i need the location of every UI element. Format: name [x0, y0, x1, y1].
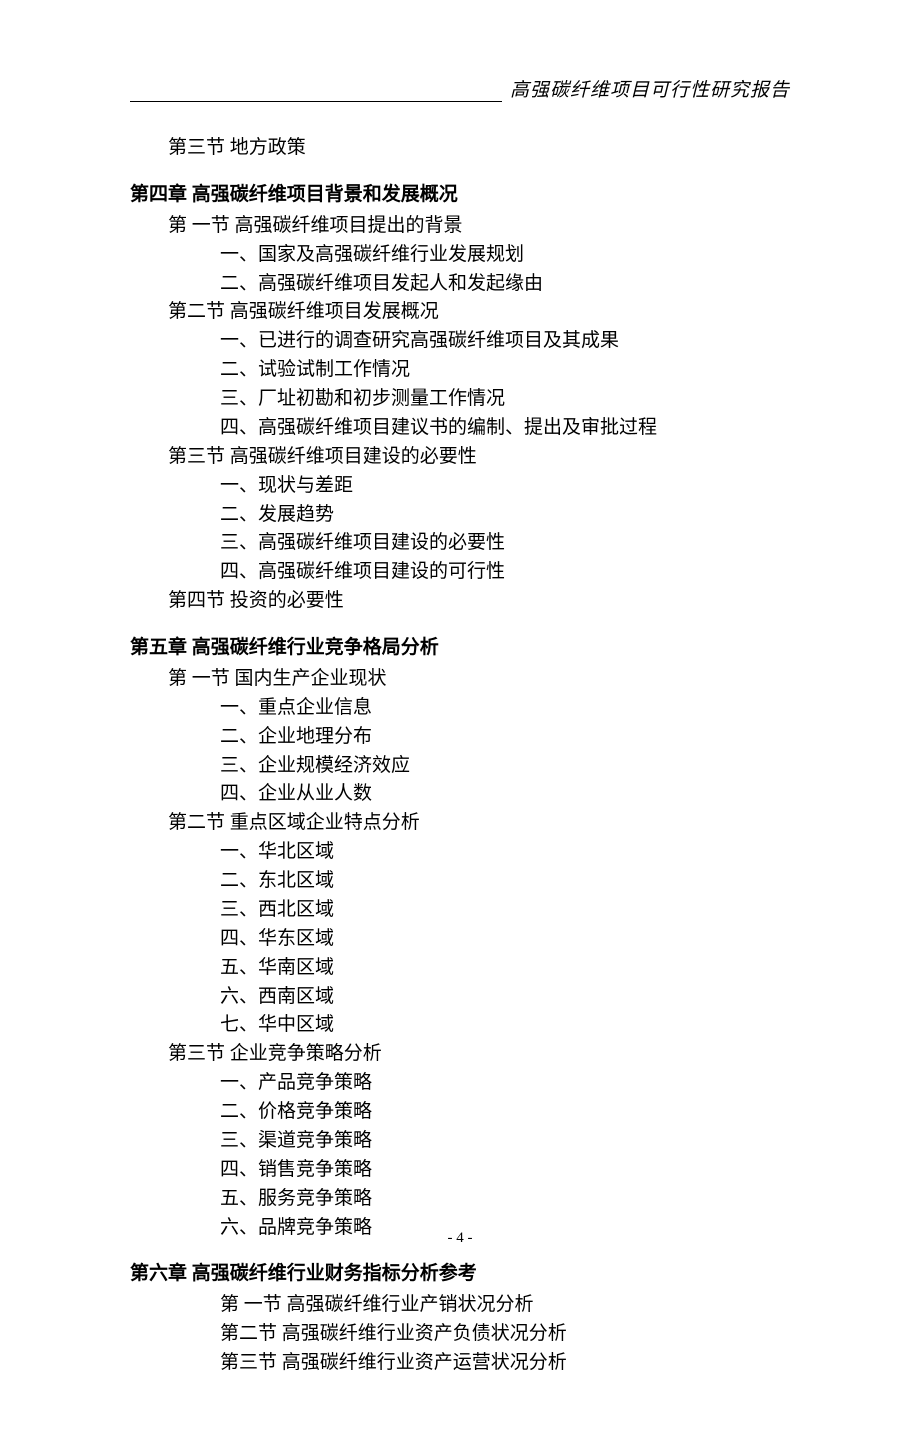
- chapter-heading: 第四章 高强碳纤维项目背景和发展概况: [130, 181, 790, 210]
- toc-line: 三、西北区域: [130, 896, 790, 925]
- toc-line: 二、发展趋势: [130, 501, 790, 530]
- toc-line: 第二节 高强碳纤维行业资产负债状况分析: [130, 1320, 790, 1349]
- toc-line: 三、企业规模经济效应: [130, 752, 790, 781]
- toc-line: 一、华北区域: [130, 838, 790, 867]
- chapter-heading: 第六章 高强碳纤维行业财务指标分析参考: [130, 1260, 790, 1289]
- toc-line: 四、华东区域: [130, 925, 790, 954]
- toc-line: 第 一节 高强碳纤维项目提出的背景: [130, 212, 790, 241]
- page-header: 高强碳纤维项目可行性研究报告: [130, 75, 790, 102]
- toc-line: 二、企业地理分布: [130, 723, 790, 752]
- toc-line: 一、已进行的调查研究高强碳纤维项目及其成果: [130, 327, 790, 356]
- toc-line: 七、华中区域: [130, 1011, 790, 1040]
- toc-line: 第四节 投资的必要性: [130, 587, 790, 616]
- toc-line: 第 一节 国内生产企业现状: [130, 665, 790, 694]
- toc-line: 三、厂址初勘和初步测量工作情况: [130, 385, 790, 414]
- toc-line: 三、渠道竞争策略: [130, 1127, 790, 1156]
- toc-line: 一、重点企业信息: [130, 694, 790, 723]
- toc-line: 二、价格竞争策略: [130, 1098, 790, 1127]
- toc-line: 四、高强碳纤维项目建设的可行性: [130, 558, 790, 587]
- toc-line: 三、高强碳纤维项目建设的必要性: [130, 529, 790, 558]
- toc-line: 四、销售竞争策略: [130, 1156, 790, 1185]
- toc-line: 第三节 地方政策: [130, 134, 790, 163]
- toc-line: 一、产品竞争策略: [130, 1069, 790, 1098]
- chapter-heading: 第五章 高强碳纤维行业竞争格局分析: [130, 634, 790, 663]
- toc-line: 二、东北区域: [130, 867, 790, 896]
- header-underline: [130, 101, 502, 102]
- page-container: 高强碳纤维项目可行性研究报告 第三节 地方政策第四章 高强碳纤维项目背景和发展概…: [0, 0, 920, 1438]
- header-title: 高强碳纤维项目可行性研究报告: [510, 75, 790, 102]
- toc-line: 四、高强碳纤维项目建议书的编制、提出及审批过程: [130, 414, 790, 443]
- toc-line: 第三节 企业竞争策略分析: [130, 1040, 790, 1069]
- toc-line: 二、试验试制工作情况: [130, 356, 790, 385]
- toc-line: 五、华南区域: [130, 954, 790, 983]
- toc-line: 第三节 高强碳纤维行业资产运营状况分析: [130, 1349, 790, 1378]
- toc-line: 第三节 高强碳纤维项目建设的必要性: [130, 443, 790, 472]
- toc-line: 六、西南区域: [130, 983, 790, 1012]
- toc-line: 一、国家及高强碳纤维行业发展规划: [130, 241, 790, 270]
- page-number: - 4 -: [0, 1230, 920, 1247]
- toc-line: 四、企业从业人数: [130, 780, 790, 809]
- document-content: 第三节 地方政策第四章 高强碳纤维项目背景和发展概况第 一节 高强碳纤维项目提出…: [130, 134, 790, 1378]
- toc-line: 二、高强碳纤维项目发起人和发起缘由: [130, 270, 790, 299]
- toc-line: 第 一节 高强碳纤维行业产销状况分析: [130, 1291, 790, 1320]
- toc-line: 第二节 高强碳纤维项目发展概况: [130, 298, 790, 327]
- toc-line: 五、服务竞争策略: [130, 1185, 790, 1214]
- toc-line: 一、现状与差距: [130, 472, 790, 501]
- toc-line: 第二节 重点区域企业特点分析: [130, 809, 790, 838]
